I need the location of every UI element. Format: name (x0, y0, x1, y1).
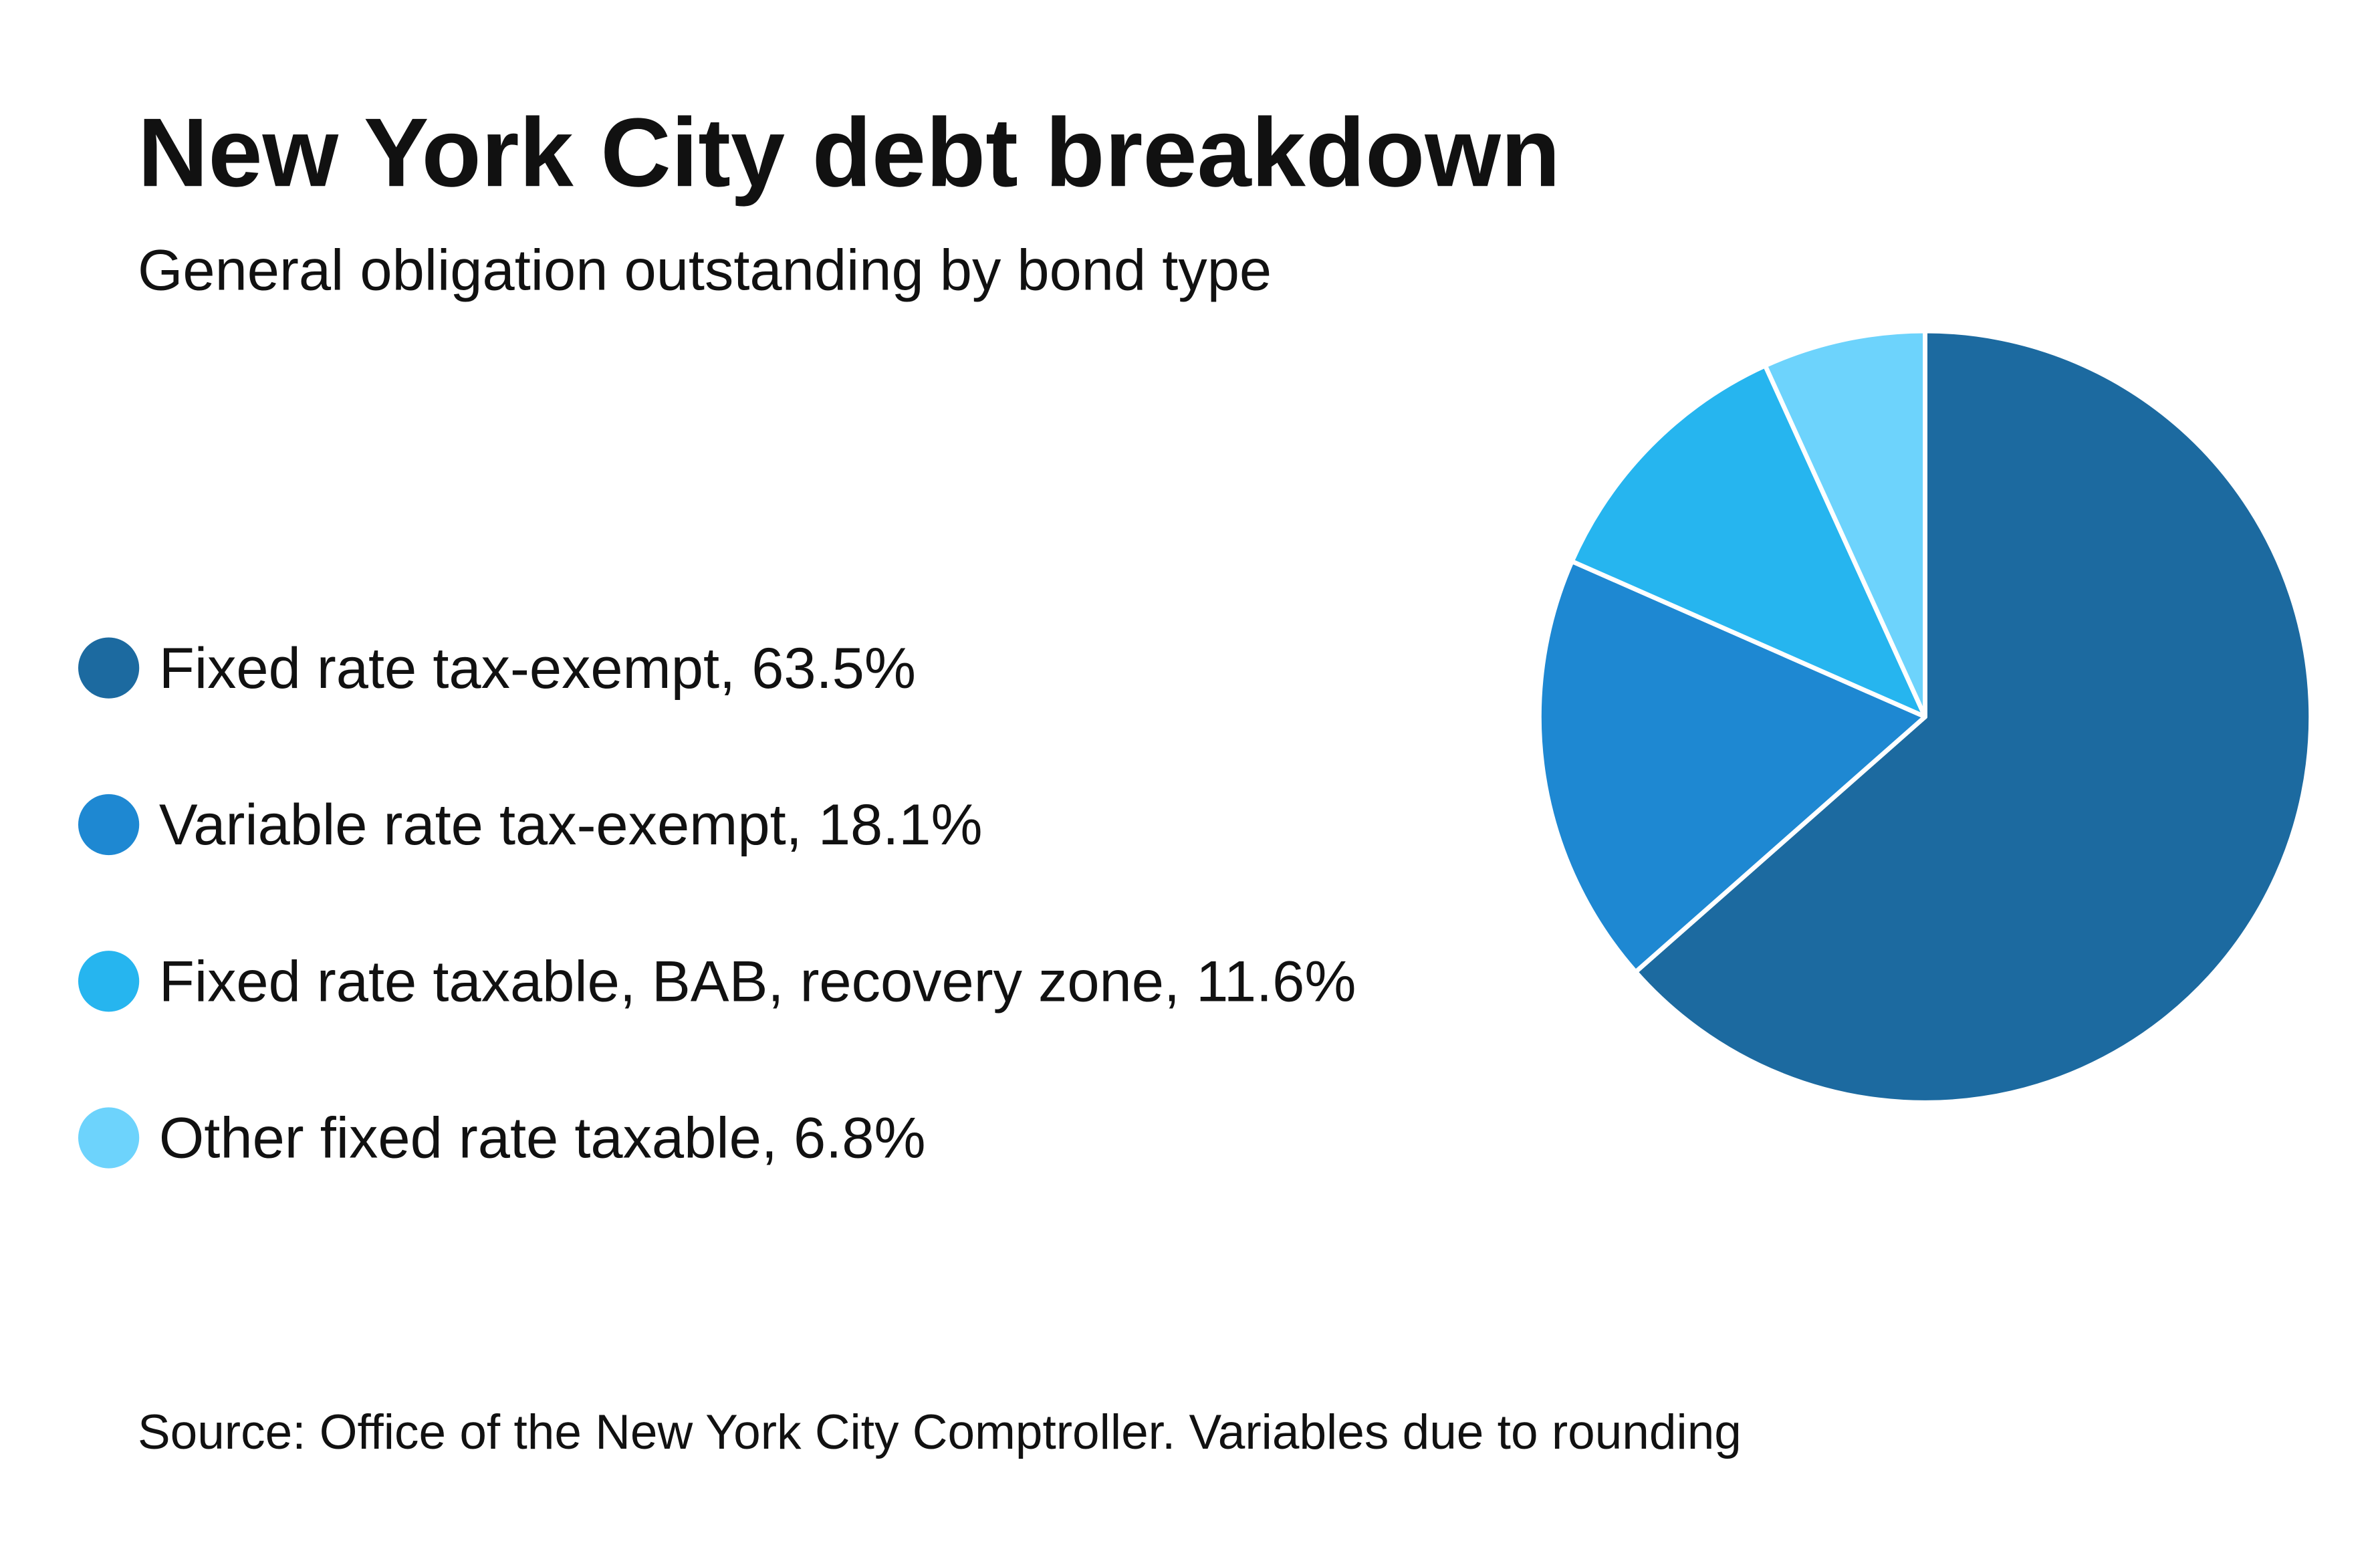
pie-slice (1536, 559, 1927, 975)
legend-swatch (78, 637, 140, 699)
legend-label: Fixed rate tax-exempt, 63.5% (159, 636, 916, 701)
source-note: Source: Office of the New York City Comp… (138, 1405, 1742, 1459)
chart-title: New York City debt breakdown (138, 98, 1560, 207)
legend-swatch (78, 951, 140, 1012)
pie-slice (1569, 363, 1927, 719)
pie-slice (1762, 328, 1927, 719)
legend-label: Variable rate tax-exempt, 18.1% (159, 793, 983, 857)
legend: Fixed rate tax-exempt, 63.5% Variable rat… (78, 636, 1356, 1171)
legend-label: Fixed rate taxable, BAB, recovery zone, … (159, 949, 1356, 1013)
legend-label: Other fixed rate taxable, 6.8% (159, 1106, 926, 1171)
chart-subtitle: General obligation outstanding by bond t… (138, 238, 1272, 302)
legend-swatch (78, 1107, 140, 1169)
pie (1536, 328, 2314, 1105)
legend-swatch (78, 794, 140, 856)
pie-slice (1633, 328, 2314, 1105)
